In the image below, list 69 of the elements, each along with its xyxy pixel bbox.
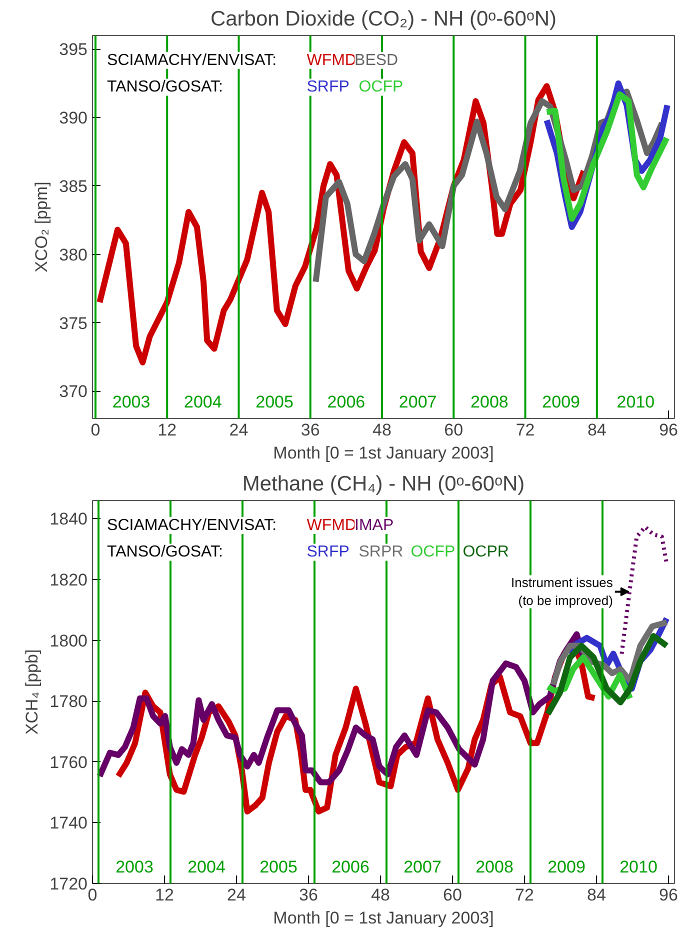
y-tick-label: 1800 bbox=[50, 631, 88, 650]
text: WFMD bbox=[306, 52, 356, 69]
x-tick-label: 36 bbox=[299, 886, 318, 904]
y-tick-label: 380 bbox=[59, 245, 88, 264]
x-tick-label: 84 bbox=[587, 420, 606, 440]
y-axis-title: XCO₂ [ppm] bbox=[32, 182, 52, 272]
x-tick-label: 0 bbox=[88, 886, 98, 904]
x-tick-label: 96 bbox=[659, 886, 678, 904]
annotation: TANSO/GOSAT: bbox=[107, 544, 223, 561]
y-tick-label: 385 bbox=[59, 176, 88, 196]
annotation: 2010 bbox=[616, 392, 655, 412]
annotation: 2007 bbox=[404, 857, 442, 876]
y-tick-label: 1720 bbox=[50, 874, 88, 894]
annotation: 2003 bbox=[116, 857, 154, 876]
x-tick-label: 96 bbox=[659, 420, 678, 440]
y-tick-label: 375 bbox=[59, 314, 88, 333]
annotation: 2005 bbox=[260, 857, 298, 876]
x-tick-label: 84 bbox=[587, 886, 606, 904]
x-tick-label: 24 bbox=[227, 886, 246, 904]
text: SRFP bbox=[306, 544, 350, 561]
y-tick-label: 1840 bbox=[50, 510, 88, 529]
y-tick-label: 1780 bbox=[50, 692, 88, 712]
y-tick-label: 395 bbox=[59, 40, 88, 60]
y-tick-label: 1740 bbox=[50, 814, 88, 833]
x-tick-label: 24 bbox=[229, 420, 248, 440]
y-tick-label: 390 bbox=[59, 108, 88, 128]
text: WFMD bbox=[306, 516, 356, 534]
annotation: TANSO/GOSAT: bbox=[107, 78, 223, 96]
chart-title: Methane (CH₄) - NH (0ᵒ-60ᵒN) bbox=[242, 472, 525, 496]
annotation: SCIAMACHY/ENVISAT: bbox=[107, 52, 277, 69]
x-tick-label: 36 bbox=[300, 420, 320, 440]
line-series bbox=[620, 524, 669, 656]
annotation: 2004 bbox=[188, 857, 226, 876]
y-tick-label: 370 bbox=[59, 382, 88, 402]
annotation: 2009 bbox=[542, 392, 580, 412]
x-tick-label: 48 bbox=[371, 886, 390, 904]
annotation: 2008 bbox=[476, 857, 514, 876]
annotation: SCIAMACHY/ENVISAT: bbox=[107, 516, 277, 534]
x-tick-label: 0 bbox=[90, 420, 100, 440]
text: BESD bbox=[354, 52, 398, 69]
text: OCFP bbox=[410, 544, 456, 561]
y-axis-title: XCH₄ [ppb] bbox=[22, 649, 42, 735]
annotation: 2007 bbox=[398, 392, 437, 412]
x-tick-label: 60 bbox=[444, 420, 464, 440]
annotation: 2003 bbox=[112, 392, 150, 412]
annotation: 2004 bbox=[184, 392, 222, 412]
x-axis-title: Month [0 = 1st January 2003] bbox=[273, 908, 494, 928]
x-tick-label: 12 bbox=[158, 420, 177, 440]
text: SRFP bbox=[306, 78, 350, 96]
y-tick-label: 1760 bbox=[50, 752, 88, 772]
x-tick-label: 72 bbox=[515, 886, 534, 904]
annotation: Instrument issues (to be improved) bbox=[511, 575, 614, 608]
annotation: 2010 bbox=[620, 857, 658, 876]
text: IMAP bbox=[354, 516, 394, 534]
y-tick-label: 1820 bbox=[50, 570, 88, 590]
x-tick-label: 72 bbox=[516, 420, 535, 440]
annotation: 2008 bbox=[470, 392, 508, 412]
x-tick-label: 48 bbox=[372, 420, 392, 440]
x-tick-label: 12 bbox=[155, 886, 174, 904]
text: SRPR bbox=[358, 544, 404, 561]
annotation: 2005 bbox=[256, 392, 294, 412]
annotation: 2009 bbox=[548, 857, 586, 876]
annotation: 2006 bbox=[332, 857, 370, 876]
text: OCFP bbox=[358, 78, 404, 96]
text: OCPR bbox=[462, 544, 509, 561]
chart-title: Carbon Dioxide (CO₂) - NH (0ᵒ-60ᵒN) bbox=[210, 8, 557, 30]
x-axis-title: Month [0 = 1st January 2003] bbox=[273, 444, 494, 462]
x-tick-label: 60 bbox=[443, 886, 462, 904]
annotation: 2006 bbox=[327, 392, 366, 412]
